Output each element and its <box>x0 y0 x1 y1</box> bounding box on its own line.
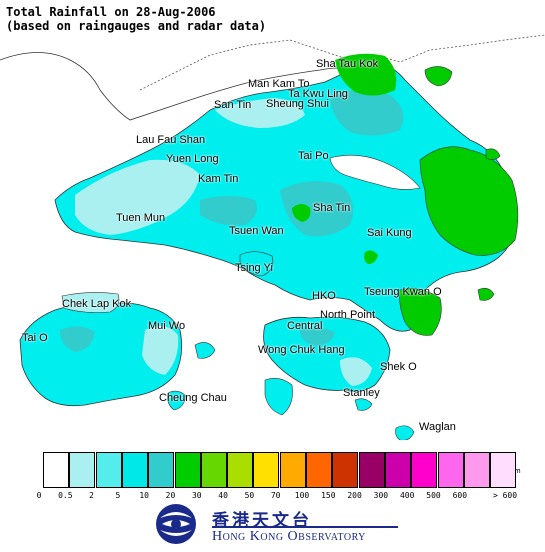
legend-swatch <box>437 452 464 488</box>
legend-swatch <box>384 452 411 488</box>
legend-tick-label: 500 <box>426 491 441 500</box>
legend-swatch <box>463 452 490 488</box>
legend-tick-label: 400 <box>399 491 415 500</box>
place-label: Stanley <box>343 387 380 399</box>
place-label: HKO <box>312 290 336 302</box>
legend-swatch <box>148 452 175 488</box>
map-subtitle: (based on raingauges and radar data) <box>6 19 267 33</box>
place-label: Mui Wo <box>148 320 186 332</box>
place-label: Tsing Yi <box>235 262 273 274</box>
legend-tick-label: 100 <box>294 491 310 500</box>
legend-swatch <box>227 452 254 488</box>
legend-tick-label: 150 <box>321 491 336 500</box>
place-label: Central <box>287 320 323 332</box>
legend-tick-label: 40 <box>218 491 228 500</box>
cheung-chau-island <box>167 390 187 411</box>
map-title: Total Rainfall on 28-Aug-2006 <box>6 5 216 19</box>
chek-lap-kok <box>61 292 120 313</box>
legend-swatch <box>306 452 332 488</box>
legend-swatch <box>69 452 96 488</box>
place-label: Man Kam To <box>248 78 310 90</box>
legend-tick-label: 70 <box>270 491 281 500</box>
place-label: Sha Tau Kok <box>316 58 379 70</box>
light-rain-north <box>215 98 305 128</box>
legend-tick-label: > 600 <box>492 491 518 500</box>
legend-tick-label: 2 <box>89 491 95 500</box>
legend-tick-label: 30 <box>191 491 202 500</box>
legend-swatch <box>253 452 280 488</box>
heavy-rain-north <box>335 53 397 96</box>
tsing-yi-island <box>239 251 274 277</box>
place-label: San Tin <box>214 99 252 111</box>
legend-swatch <box>411 452 438 488</box>
place-label: Shek O <box>380 361 417 373</box>
legend-swatch <box>121 452 148 488</box>
hk-island-mod <box>300 327 335 346</box>
light-rain-west <box>75 159 200 235</box>
legend-tick-label: 200 <box>347 491 362 500</box>
lantau-light <box>142 326 179 375</box>
legend-tick-label: 10 <box>139 491 150 500</box>
legend-tick-label: 300 <box>373 491 389 500</box>
place-label: Ta Kwu Ling <box>288 88 348 100</box>
place-label: North Point <box>320 309 376 321</box>
east-islet-2 <box>485 148 501 160</box>
place-label: Tai Po <box>298 150 329 162</box>
place-label: Waglan <box>419 421 456 433</box>
legend-tick-label: 50 <box>244 491 255 500</box>
legend-swatch <box>332 452 359 488</box>
legend-swatch <box>174 452 201 488</box>
place-label: Tsuen Wan <box>229 225 284 237</box>
rainfall-legend: mm 00.5251020304050701001502003004005006… <box>0 440 545 500</box>
heavy-rain-ne-islands <box>424 66 453 87</box>
legend-tick-label: 0 <box>36 491 42 500</box>
south-islet-1 <box>395 425 415 440</box>
hk-island-light <box>340 357 372 386</box>
rainfall-map: Total Rainfall on 28-Aug-2006 (based on … <box>0 0 545 440</box>
mod-rain-tsuen <box>200 196 258 226</box>
legend-swatch <box>358 452 385 488</box>
legend-swatch <box>200 452 227 488</box>
legend-swatch <box>95 452 122 488</box>
place-label: Wong Chuk Hang <box>258 344 345 356</box>
logo-underline <box>212 526 398 528</box>
place-label: Tuen Mun <box>116 212 166 224</box>
legend-tick-label: 0.5 <box>58 491 73 500</box>
hko-logo: 香港天文台 Hong Kong Observatory <box>146 500 406 548</box>
place-label: Sai Kung <box>367 227 412 239</box>
mainland-coast <box>0 52 361 121</box>
legend-swatch <box>279 452 306 488</box>
place-label: Cheung Chau <box>159 392 227 404</box>
east-islet-1 <box>477 287 495 301</box>
tolo-harbour <box>329 154 421 190</box>
place-label: Sha Tin <box>313 202 351 214</box>
logo-english-name: Hong Kong Observatory <box>212 529 366 544</box>
legend-swatch <box>490 452 517 488</box>
legend-swatch <box>43 452 69 488</box>
place-label: Sheung Shui <box>266 98 329 110</box>
heavy-rain-plover <box>364 250 378 264</box>
south-islet-2 <box>354 398 373 411</box>
lamma-island <box>264 378 293 416</box>
legend-tick-label: 5 <box>115 491 121 500</box>
place-label: Tseung Kwan O <box>364 286 442 298</box>
heavy-rain-saikung <box>419 146 519 256</box>
mod-rain-north <box>330 90 404 136</box>
deep-bay <box>70 115 134 150</box>
map-svg <box>0 0 545 440</box>
lantau-mod <box>60 326 95 352</box>
mod-rain-central <box>280 181 354 237</box>
hko-emblem-icon <box>156 504 196 544</box>
place-label: Lau Fau Shan <box>136 134 206 146</box>
heavy-rain-tko <box>399 288 442 336</box>
place-label: Yuen Long <box>166 153 219 165</box>
mainland-area <box>0 0 545 132</box>
legend-tick-label: 20 <box>165 491 176 500</box>
place-label: Chek Lap Kok <box>62 298 132 310</box>
place-label: Tai O <box>22 332 48 344</box>
place-label: Kam Tin <box>198 173 239 185</box>
legend-tick-label: 600 <box>452 491 468 500</box>
west-islet <box>194 342 216 359</box>
heavy-rain-shatin <box>292 204 311 222</box>
